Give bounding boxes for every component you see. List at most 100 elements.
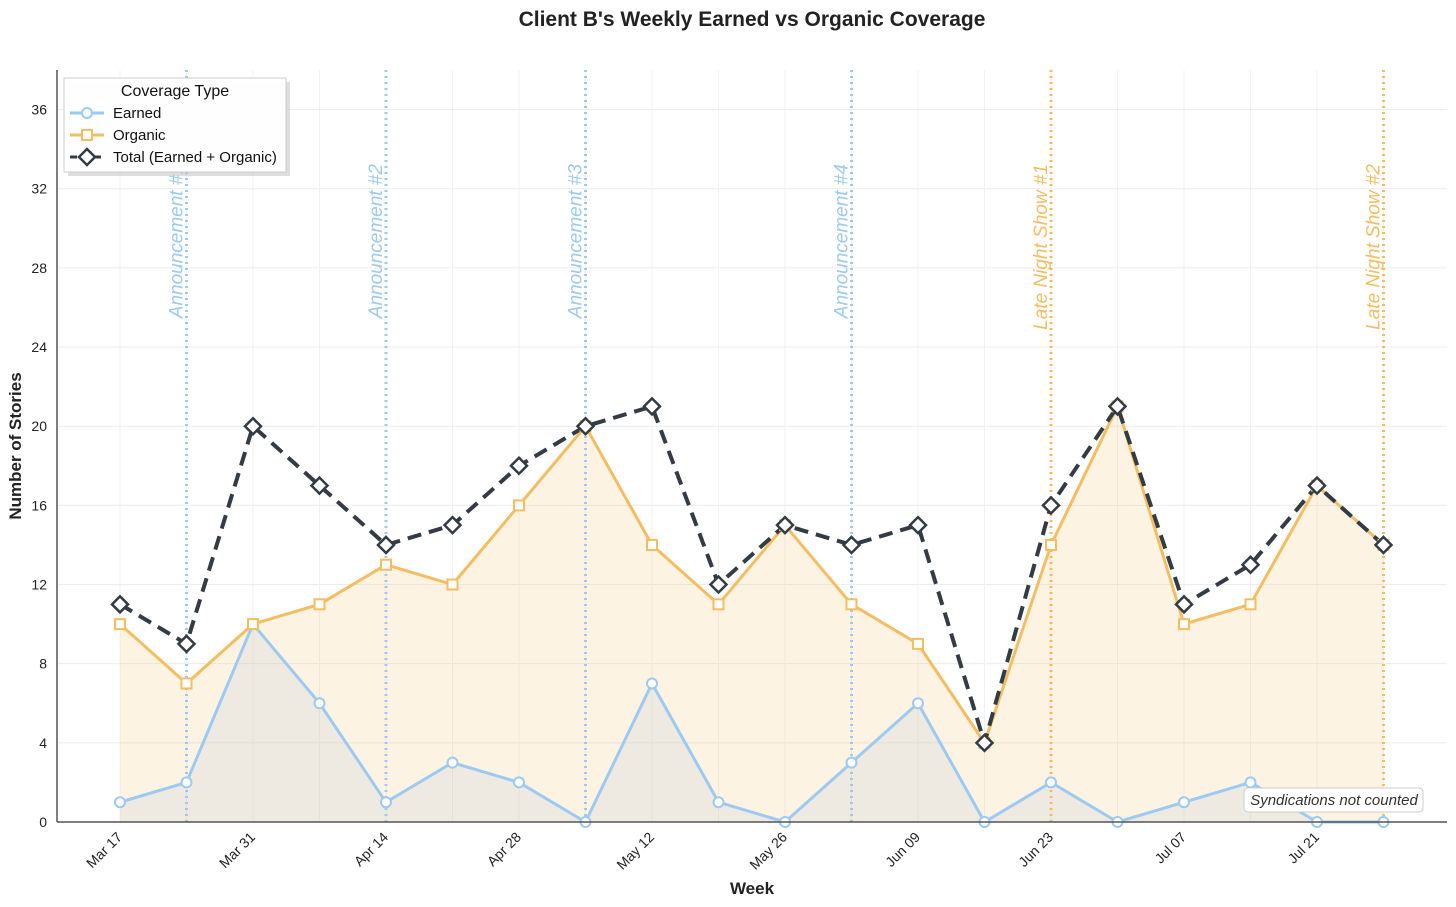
y-axis-title: Number of Stories xyxy=(6,372,25,519)
grid-lines xyxy=(57,70,1447,823)
data-point xyxy=(442,515,463,535)
data-point xyxy=(180,677,193,690)
x-tick-label: Jun 23 xyxy=(1015,829,1056,870)
y-tick-label: 32 xyxy=(31,181,47,197)
data-point xyxy=(712,598,725,611)
event-label: Announcement #4 xyxy=(832,164,853,319)
y-tick-label: 8 xyxy=(39,656,47,672)
data-point xyxy=(380,796,392,809)
data-point xyxy=(845,598,858,611)
data-point xyxy=(712,796,725,809)
x-tick-labels: Mar 17 Mar 31 Apr 14 Apr 28 May 12 May 26 Jun … xyxy=(83,829,1322,873)
data-point xyxy=(1174,594,1194,615)
series-line xyxy=(119,404,1385,745)
event-label: Announcement #3 xyxy=(566,164,587,320)
data-point xyxy=(646,677,658,690)
annotation-frame xyxy=(1243,787,1424,813)
event-label: Announcement #1 xyxy=(167,164,188,319)
data-point xyxy=(309,475,330,496)
x-tick-label: Apr 14 xyxy=(351,829,392,870)
event-label: Late Night Show #1 xyxy=(1031,164,1052,330)
data-point xyxy=(775,515,795,535)
data-point xyxy=(513,776,525,789)
data-point xyxy=(114,618,126,631)
square-marker-icon xyxy=(81,129,93,141)
data-point xyxy=(841,535,862,555)
data-point xyxy=(974,733,995,753)
circle-marker-icon xyxy=(81,107,93,119)
legend-box xyxy=(63,77,287,173)
data-point xyxy=(1045,776,1057,789)
data-point xyxy=(110,594,130,615)
y-tick-label: 12 xyxy=(31,577,47,593)
data-point xyxy=(1178,796,1190,809)
x-tick-label: Apr 28 xyxy=(484,829,525,870)
y-tick-label: 16 xyxy=(31,497,47,513)
data-point xyxy=(313,598,326,611)
data-point xyxy=(646,538,658,551)
y-tick-label: 0 xyxy=(39,814,47,830)
series-line xyxy=(119,622,1384,824)
data-point xyxy=(1240,554,1261,575)
data-point xyxy=(908,515,928,535)
data-point xyxy=(1178,618,1190,631)
x-tick-label: May 12 xyxy=(613,829,657,873)
data-point xyxy=(446,578,459,591)
data-point xyxy=(513,499,525,512)
area-fills xyxy=(120,406,1384,822)
axes xyxy=(56,70,1447,823)
annotation-box: Syndications not counted xyxy=(1243,787,1424,813)
x-tick-label: May 26 xyxy=(746,829,790,873)
data-point xyxy=(575,416,596,436)
data-point xyxy=(642,396,662,417)
x-tick-label: Jul 07 xyxy=(1151,829,1189,867)
data-point xyxy=(376,535,396,555)
series-markers xyxy=(110,396,1394,828)
series-lines xyxy=(118,404,1385,824)
data-point xyxy=(912,697,924,710)
data-point xyxy=(243,416,263,436)
x-tick-label: Jul 21 xyxy=(1284,829,1322,867)
diamond-marker-icon xyxy=(77,147,97,167)
legend: Coverage Type Earned Organic Total (Earned … xyxy=(63,77,290,176)
data-point xyxy=(912,637,924,650)
chart-title: Client B's Weekly Earned vs Organic Cove… xyxy=(519,8,986,31)
data-point xyxy=(176,634,197,654)
data-point xyxy=(1307,475,1327,496)
data-point xyxy=(1244,598,1257,611)
event-lines: Announcement #1 Announcement #2 Announceme… xyxy=(167,70,1385,822)
y-tick-label: 24 xyxy=(31,339,47,355)
y-tick-labels: 0 4 8 12 16 20 24 28 32 36 xyxy=(31,102,47,830)
area-fill xyxy=(120,406,1384,822)
legend-label: Organic xyxy=(113,127,166,144)
data-point xyxy=(708,574,729,595)
x-tick-label: Mar 17 xyxy=(83,829,125,871)
data-point xyxy=(1107,396,1128,417)
data-point xyxy=(313,697,326,710)
data-point xyxy=(247,618,259,631)
event-label: Announcement #2 xyxy=(366,164,387,320)
legend-label: Total (Earned + Organic) xyxy=(113,149,277,166)
data-point xyxy=(380,558,392,571)
x-axis-title: Week xyxy=(730,879,775,898)
x-tick-label: Jun 09 xyxy=(882,829,923,870)
data-point xyxy=(1244,776,1257,789)
legend-title: Coverage Type xyxy=(121,83,229,100)
data-point xyxy=(1045,538,1057,551)
data-point xyxy=(509,456,529,476)
y-tick-label: 4 xyxy=(39,735,47,751)
y-tick-label: 28 xyxy=(31,260,47,276)
x-tick-label: Mar 31 xyxy=(216,829,258,871)
data-point xyxy=(180,776,193,789)
y-tick-label: 20 xyxy=(31,418,47,434)
data-point xyxy=(114,796,126,809)
y-tick-label: 36 xyxy=(31,102,47,118)
legend-label: Earned xyxy=(113,105,161,122)
event-label: Late Night Show #2 xyxy=(1364,164,1385,330)
annotation-text: Syndications not counted xyxy=(1250,792,1418,809)
data-point xyxy=(446,756,459,769)
data-point xyxy=(845,756,858,769)
data-point xyxy=(1041,495,1061,516)
series-line xyxy=(118,404,1385,745)
